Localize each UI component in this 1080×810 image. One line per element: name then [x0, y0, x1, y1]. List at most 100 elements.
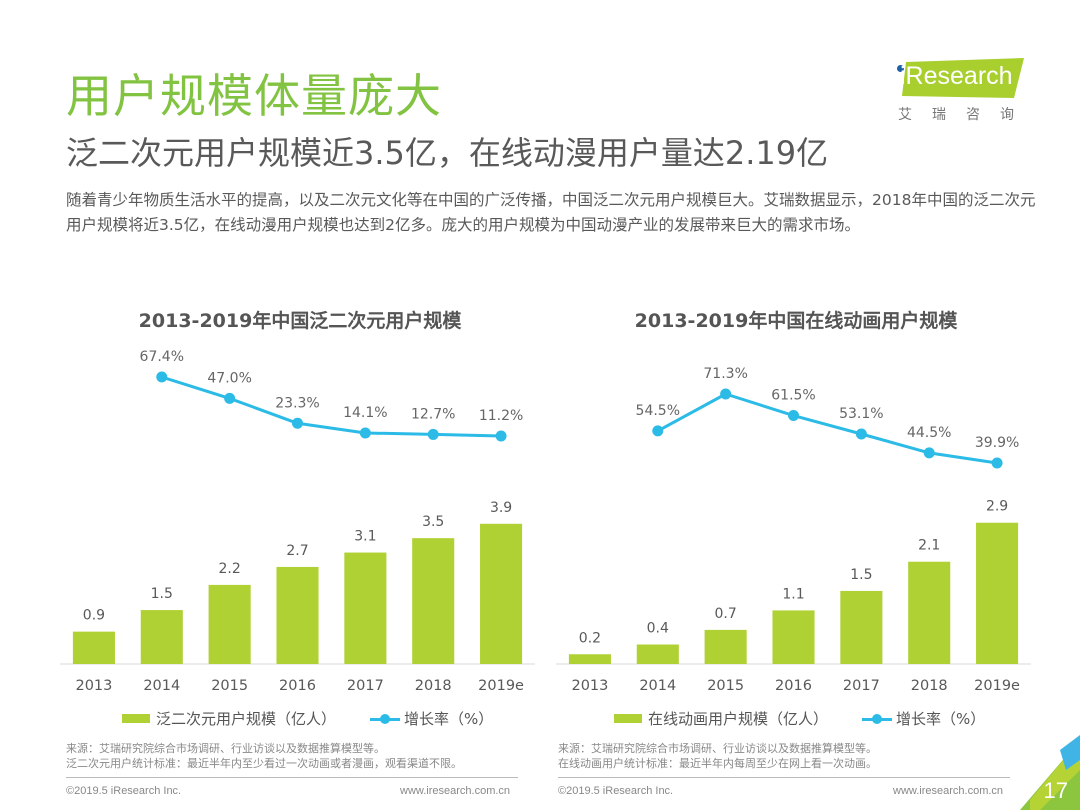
bar-value-label: 3.5 [422, 514, 444, 530]
footer-copyright: ©2019.5 iResearch Inc. [66, 785, 182, 797]
bar-value-label: 1.1 [782, 586, 804, 602]
x-tick-label: 2015 [707, 678, 744, 694]
legend-line-label: 增长率（%） [404, 710, 494, 728]
page-title: 用户规模体量庞大 [66, 69, 442, 123]
growth-rate-label: 11.2% [479, 408, 523, 424]
bar-2017 [344, 552, 387, 664]
growth-point-2019e [495, 430, 507, 442]
x-tick-label: 2014 [639, 678, 676, 694]
x-tick-label: 2017 [843, 678, 880, 694]
growth-rate-label: 47.0% [207, 370, 251, 386]
footer-divider [66, 777, 518, 778]
growth-point-2014 [156, 371, 168, 383]
growth-point-2017 [855, 428, 867, 440]
footer-website: www.iresearch.com.cn [400, 785, 511, 797]
bar-2017 [840, 590, 883, 664]
growth-rate-label: 53.1% [839, 406, 883, 422]
bar-2019e [976, 522, 1019, 664]
growth-rate-label: 39.9% [975, 435, 1019, 451]
bar-value-label: 3.9 [490, 500, 512, 516]
growth-point-2018 [427, 428, 439, 440]
bar-2016 [276, 566, 319, 664]
chart2-legend: 在线动画用户规模（亿人） 增长率（%） [614, 708, 985, 729]
growth-rate-label: 12.7% [411, 406, 455, 422]
logo-banner-shape [902, 58, 1024, 98]
bar-2016 [772, 610, 815, 664]
bar-value-label: 1.5 [151, 586, 173, 602]
growth-rate-line [161, 375, 502, 438]
bar-2013 [568, 654, 611, 664]
bar-value-label: 2.2 [219, 561, 241, 577]
source-line: 来源：艾瑞研究院综合市场调研、行业访谈以及数据推算模型等。 [558, 742, 877, 755]
body-paragraph: 随着青少年物质生活水平的提高，以及二次元文化等在中国的广泛传播，中国泛二次元用户… [66, 191, 1036, 234]
logo-text: iResearch [900, 62, 1013, 90]
bar-2015 [704, 629, 747, 664]
growth-rate-label: 61.5% [771, 388, 815, 404]
logo-chinese-name: 艾瑞咨询 [898, 107, 1034, 123]
x-tick-label: 2019e [478, 678, 524, 694]
legend-bar-swatch [614, 714, 642, 723]
x-tick-label: 2013 [75, 678, 112, 694]
growth-rate-label: 44.5% [907, 425, 951, 441]
growth-rate-label: 67.4% [140, 349, 184, 365]
chart1-legend: 泛二次元用户规模（亿人） 增长率（%） [122, 708, 493, 729]
footer-copyright: ©2019.5 iResearch Inc. [558, 785, 674, 797]
x-tick-label: 2019e [974, 678, 1020, 694]
bar-2014 [140, 610, 183, 664]
page-number: 17 [1043, 778, 1068, 803]
growth-point-2015 [224, 392, 236, 404]
x-tick-label: 2017 [347, 678, 384, 694]
bar-value-label: 3.1 [354, 529, 376, 545]
growth-point-2015 [720, 388, 732, 400]
chart2-online-animation-users: 0.2 2013 0.4 2014 0.7 2015 1.1 2016 1.5 2017 2.1 20… [556, 366, 1031, 694]
bar-2015 [208, 584, 251, 664]
chart1-pan-acg-users: 0.9 2013 1.5 2014 2.2 2015 2.7 2016 3.1 2017 3.5 20… [60, 349, 535, 694]
bar-2014 [636, 644, 679, 664]
bar-2013 [72, 631, 115, 664]
x-tick-label: 2018 [415, 678, 452, 694]
x-tick-label: 2013 [571, 678, 608, 694]
growth-point-2016 [292, 417, 303, 429]
growth-point-2017 [359, 427, 371, 439]
chart1-title: 2013-2019年中国泛二次元用户规模 [138, 310, 462, 332]
footer-divider [558, 777, 1010, 778]
growth-point-2016 [788, 410, 799, 422]
bar-2018 [412, 538, 455, 664]
legend-bar-label: 泛二次元用户规模（亿人） [156, 710, 337, 728]
growth-rate-label: 14.1% [343, 405, 387, 421]
legend-line-label: 增长率（%） [896, 710, 986, 728]
x-tick-label: 2018 [911, 678, 948, 694]
bar-2019e [480, 523, 523, 664]
x-tick-label: 2016 [279, 678, 316, 694]
bar-value-label: 1.5 [850, 567, 872, 583]
bar-2018 [908, 561, 951, 664]
footer-website: www.iresearch.com.cn [893, 785, 1004, 797]
growth-rate-label: 54.5% [636, 403, 680, 419]
growth-point-2018 [923, 447, 935, 459]
logo-dot [897, 65, 904, 72]
x-tick-label: 2015 [211, 678, 248, 694]
bar-value-label: 2.1 [918, 538, 940, 554]
legend-bar-label: 在线动画用户规模（亿人） [648, 710, 829, 728]
bar-value-label: 0.4 [647, 621, 669, 637]
growth-point-2019e [991, 457, 1003, 469]
growth-rate-label: 23.3% [275, 395, 319, 411]
x-tick-label: 2014 [143, 678, 180, 694]
x-tick-label: 2016 [775, 678, 812, 694]
legend-line-swatch [862, 713, 893, 724]
legend-bar-swatch [122, 714, 150, 723]
chart1-source-note: 来源：艾瑞研究院综合市场调研、行业访谈以及数据推算模型等。 泛二次元用户统计标准… [66, 741, 462, 771]
growth-point-2014 [652, 425, 664, 437]
page-subtitle: 泛二次元用户规模近3.5亿，在线动漫用户量达2.19亿 [66, 134, 829, 172]
iresearch-logo: iResearch 艾瑞咨询 [888, 58, 1038, 128]
bar-value-label: 0.2 [579, 630, 601, 646]
criteria-line: 泛二次元用户统计标准：最近半年内至少看过一次动画或者漫画，观看渠道不限。 [66, 757, 462, 770]
legend-line-swatch [370, 713, 401, 724]
growth-rate-label: 71.3% [703, 366, 747, 382]
bar-value-label: 0.7 [715, 606, 737, 622]
source-line: 来源：艾瑞研究院综合市场调研、行业访谈以及数据推算模型等。 [66, 742, 385, 755]
page-corner-decoration [1020, 735, 1080, 810]
bar-value-label: 2.7 [286, 543, 308, 559]
growth-rate-line [657, 392, 998, 465]
chart2-source-note: 来源：艾瑞研究院综合市场调研、行业访谈以及数据推算模型等。 在线动画用户统计标准… [558, 741, 877, 771]
